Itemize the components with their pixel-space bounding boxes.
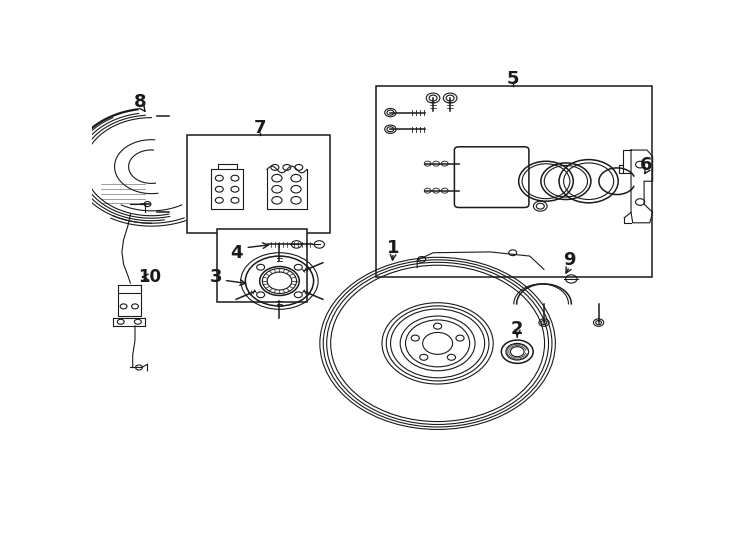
Text: 9: 9 (563, 251, 576, 269)
Text: 4: 4 (230, 244, 243, 262)
Text: 1: 1 (387, 239, 399, 256)
Text: 6: 6 (640, 156, 653, 173)
Text: 8: 8 (134, 93, 146, 111)
Text: 5: 5 (506, 70, 519, 89)
Bar (217, 229, 307, 302)
Bar (187, 136, 330, 233)
Text: 10: 10 (138, 268, 161, 286)
Text: 3: 3 (209, 268, 222, 286)
Text: 2: 2 (511, 320, 523, 338)
FancyBboxPatch shape (454, 147, 529, 207)
Bar (118, 293, 141, 315)
Bar (376, 85, 652, 277)
Text: 7: 7 (253, 119, 266, 137)
